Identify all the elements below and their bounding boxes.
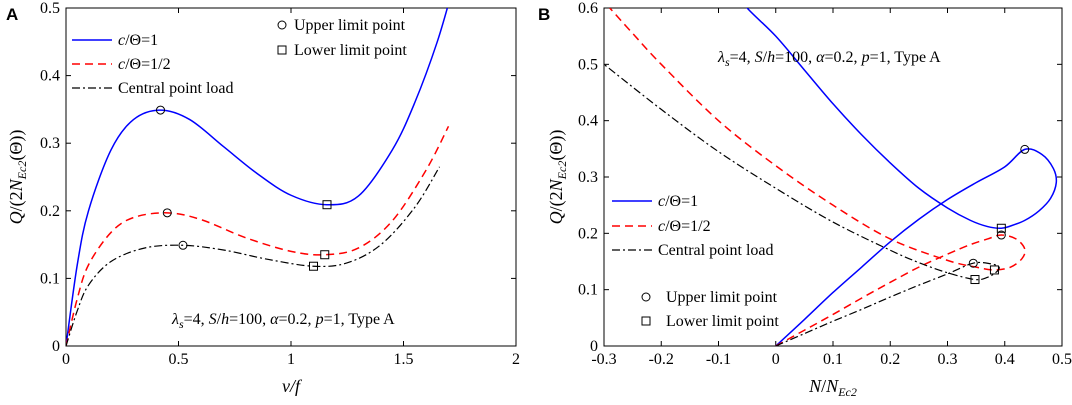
panel-b-label: B [538,5,550,24]
panel-a-ticks: 0 0.5 1 1.5 2 0 0.1 0.2 0.3 0.4 0.5 [40,0,520,368]
legend-a-c2: c/Θ=1/2 [118,56,171,73]
series-line-dashed [66,125,450,346]
y-tick-label: 0.3 [578,169,598,186]
series-line-solid [66,8,449,346]
lower-limit-point [989,265,999,275]
x-tick-label: 1.5 [394,351,414,368]
lower-limit-point [322,200,332,210]
y-tick-label: 0.4 [578,113,598,130]
legend-b-central: Central point load [658,242,774,259]
legend-circle-marker [641,292,651,302]
upper-limit-point [156,105,165,115]
y-tick-label: 0.5 [578,56,598,73]
panel-b-legend: c/Θ=1 c/Θ=1/2 Central point load Upper l… [612,193,779,330]
legend-b-c2: c/Θ=1/2 [658,218,711,235]
panel-a-annotation: λs=4, S/h=100, α=0.2, p=1, Type A [171,311,395,331]
x-tick-label: -0.2 [649,351,674,368]
legend-a-c1: c/Θ=1 [118,32,158,49]
upper-limit-point [1020,144,1030,154]
panel-a-ylabel: Q/(2NEc2(Θ)) [6,130,29,225]
y-tick-label: 0 [52,338,60,355]
panel-a-label: A [6,5,18,24]
x-tick-label: 0.2 [880,351,900,368]
panel-a-legend: c/Θ=1 c/Θ=1/2 Central point load Upper l… [72,17,407,97]
panel-b-ylabel: Q/(2NEc2(Θ)) [546,130,569,225]
x-tick-label: 0 [62,351,70,368]
legend-square-marker [641,316,651,326]
panel-a-markers [156,105,332,271]
x-tick-label: 1 [287,351,295,368]
x-tick-label: 0.5 [169,351,189,368]
x-tick-label: 0.5 [1052,351,1072,368]
x-tick-label: 0 [772,351,780,368]
upper-limit-point [162,208,172,218]
lower-limit-point [309,261,318,271]
lower-limit-point [320,250,330,260]
y-tick-label: 0.3 [40,135,60,152]
panel-b-curves [604,8,1058,346]
legend-a-lower: Lower limit point [294,42,407,59]
x-tick-label: -0.3 [591,351,616,368]
lower-limit-point [970,275,980,285]
legend-a-central: Central point load [118,80,234,97]
upper-limit-point [996,230,1006,240]
y-tick-label: 0.6 [578,0,598,17]
panel-b: B -0.3 -0.2 -0.1 0 0.1 0.2 0.3 0.4 0.5 0 0.1 0.2 0.3… [538,0,1072,399]
panel-b-xlabel: N/NEc2 [808,376,857,399]
series-line-dashdot [66,166,441,346]
panel-a-xlabel: v/f [282,376,303,396]
upper-limit-point [968,258,978,268]
legend-a-upper: Upper limit point [294,17,406,34]
legend-circle-marker [277,20,287,30]
upper-limit-point [178,240,188,250]
x-tick-label: 0.1 [823,351,843,368]
y-tick-label: 0.2 [40,203,60,220]
y-tick-label: 0.4 [40,68,60,85]
lower-limit-point [996,223,1006,233]
legend-b-c1: c/Θ=1 [658,193,698,210]
legend-square-marker [277,45,287,55]
panel-a-curves [66,8,450,346]
x-tick-label: 0.3 [938,351,958,368]
panel-b-ticks: -0.3 -0.2 -0.1 0 0.1 0.2 0.3 0.4 0.5 0 0.1 0.2 0.3 0.… [578,0,1072,368]
series-line-dashed [609,8,1026,346]
y-tick-label: 0.2 [578,225,598,242]
x-tick-label: 2 [512,351,520,368]
y-tick-label: 0.1 [578,282,598,299]
y-tick-label: 0 [590,338,598,355]
x-tick-label: 0.4 [995,351,1015,368]
legend-b-upper: Upper limit point [666,289,778,306]
y-tick-label: 0.1 [40,270,60,287]
x-tick-label: -0.1 [706,351,731,368]
series-line-solid [746,8,1058,346]
panel-b-markers [968,144,1030,285]
panel-b-annotation: λs=4, S/h=100, α=0.2, p=1, Type A [717,49,941,69]
legend-b-lower: Lower limit point [666,313,779,330]
panel-a: A 0 0.5 1 1.5 2 0 0.1 0.2 0.3 0.4 0.5 v/f Q/(2NEc2… [6,0,520,396]
y-tick-label: 0.5 [40,0,60,17]
